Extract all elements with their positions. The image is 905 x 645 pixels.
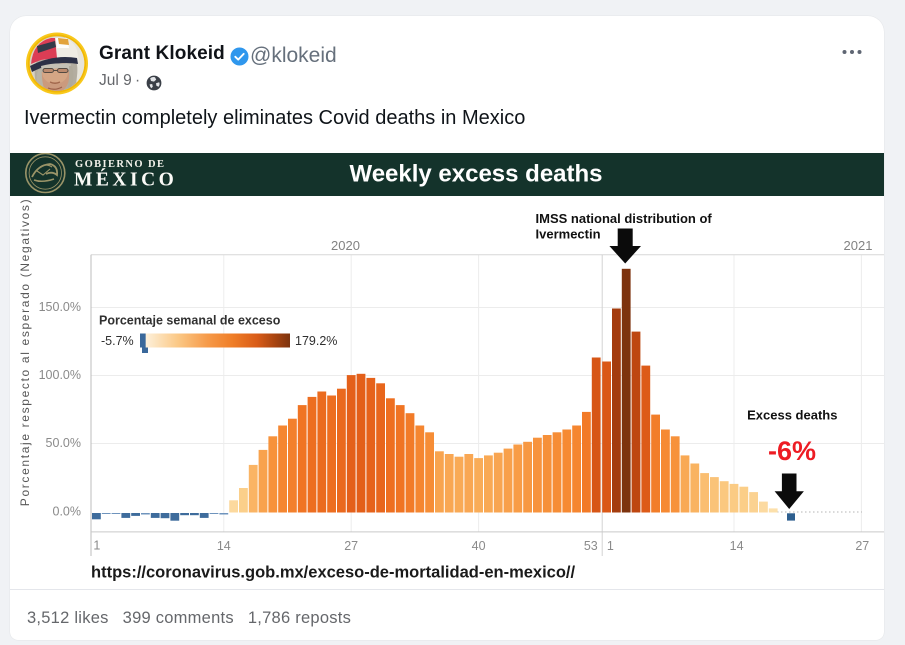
svg-text:2020: 2020	[331, 238, 360, 253]
svg-text:50.0%: 50.0%	[46, 436, 81, 450]
svg-text:14: 14	[217, 539, 231, 553]
svg-text:GOBIERNO DE: GOBIERNO DE	[75, 159, 165, 170]
svg-text:IMSS national distribution of: IMSS national distribution of	[536, 211, 713, 226]
svg-text:1: 1	[93, 539, 100, 553]
svg-text:MÉXICO: MÉXICO	[74, 169, 177, 191]
svg-text:Porcentaje respecto al esperad: Porcentaje respecto al esperado (Negativ…	[18, 198, 32, 506]
svg-text:14: 14	[730, 539, 744, 553]
svg-text:27: 27	[344, 539, 358, 553]
svg-text:0.0%: 0.0%	[53, 505, 82, 519]
svg-text:40: 40	[472, 539, 486, 553]
svg-text:2021: 2021	[844, 238, 873, 253]
svg-text:-5.7%: -5.7%	[101, 334, 134, 348]
svg-text:Weekly excess deaths: Weekly excess deaths	[349, 161, 602, 188]
svg-text:https://coronavirus.gob.mx/exc: https://coronavirus.gob.mx/exceso-de-mor…	[91, 564, 576, 582]
svg-text:Ivermectin: Ivermectin	[536, 227, 601, 242]
svg-text:53: 53	[584, 539, 598, 553]
svg-text:1: 1	[607, 539, 614, 553]
svg-text:27: 27	[855, 539, 869, 553]
svg-text:179.2%: 179.2%	[295, 334, 337, 348]
svg-text:Porcentaje semanal de exceso: Porcentaje semanal de exceso	[99, 314, 281, 328]
svg-text:100.0%: 100.0%	[39, 368, 81, 382]
svg-text:Excess deaths: Excess deaths	[747, 408, 837, 423]
svg-text:-6%: -6%	[768, 436, 816, 466]
svg-text:150.0%: 150.0%	[39, 300, 81, 314]
